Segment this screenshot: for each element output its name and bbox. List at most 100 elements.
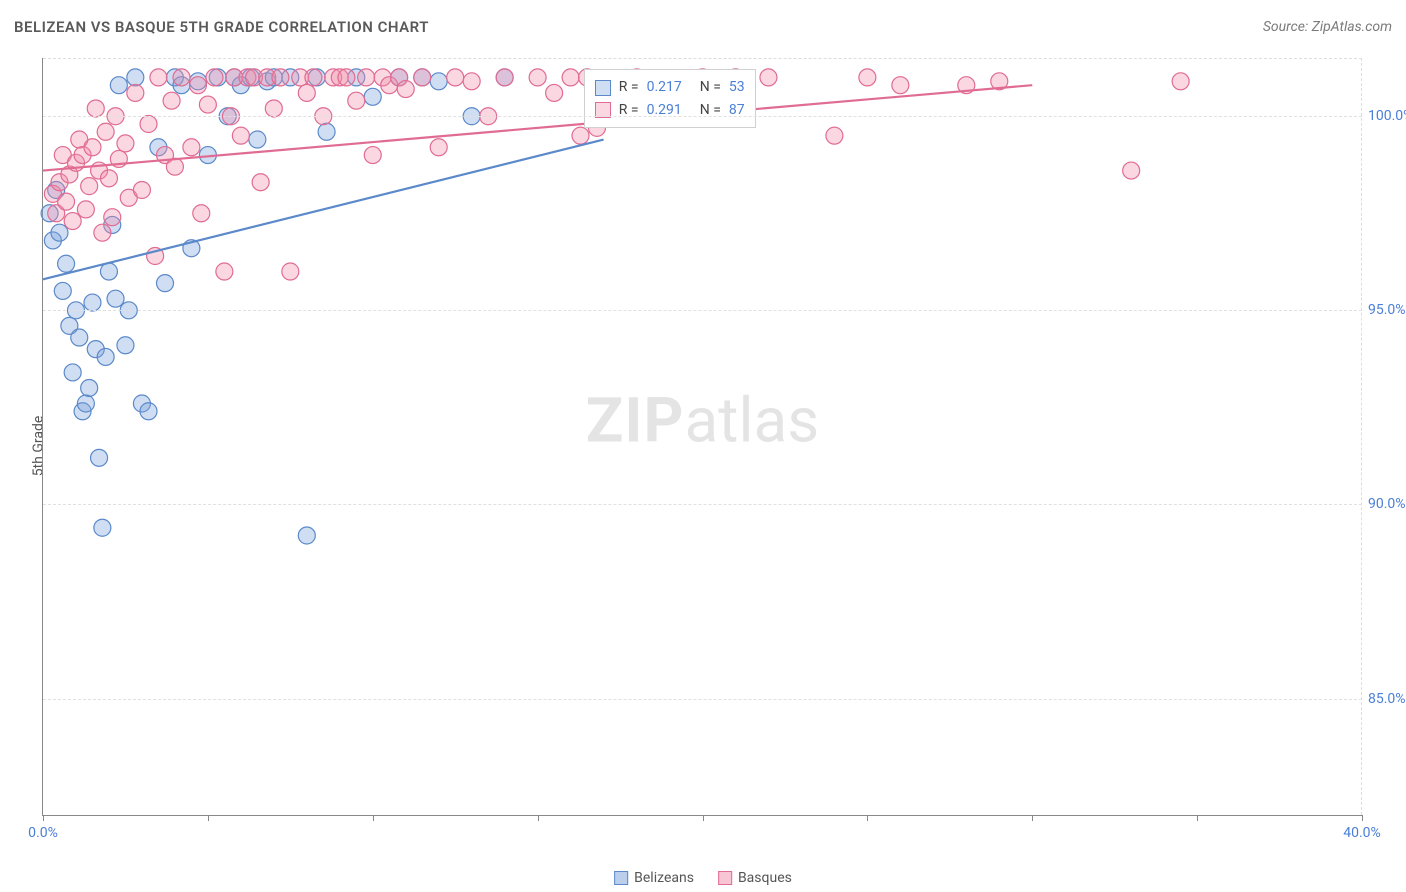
scatter-point bbox=[572, 127, 589, 144]
scatter-point bbox=[110, 77, 127, 94]
legend-item: Basques bbox=[718, 870, 792, 886]
scatter-point bbox=[232, 127, 249, 144]
xtick-label: 40.0% bbox=[1343, 825, 1381, 841]
legend-n-label: N = bbox=[700, 99, 721, 121]
scatter-point bbox=[305, 69, 322, 86]
scatter-point bbox=[127, 69, 144, 86]
grid-line-y bbox=[43, 699, 1362, 700]
xtick-mark bbox=[43, 815, 44, 821]
scatter-point bbox=[51, 224, 68, 241]
scatter-point bbox=[1172, 73, 1189, 90]
scatter-point bbox=[447, 69, 464, 86]
scatter-point bbox=[358, 69, 375, 86]
ytick-label: 95.0% bbox=[1368, 302, 1406, 318]
chart-svg bbox=[43, 58, 1362, 815]
legend-label: Basques bbox=[738, 870, 792, 886]
scatter-point bbox=[100, 263, 117, 280]
xtick-mark bbox=[867, 815, 868, 821]
plot-area: ZIPatlas R =0.217N =53R =0.291N =87 85.0… bbox=[42, 58, 1362, 816]
scatter-point bbox=[193, 205, 210, 222]
scatter-point bbox=[81, 178, 98, 195]
scatter-point bbox=[430, 139, 447, 156]
legend-r-value: 0.217 bbox=[647, 76, 682, 98]
chart-source: Source: ZipAtlas.com bbox=[1263, 19, 1392, 35]
scatter-point bbox=[140, 403, 157, 420]
scatter-point bbox=[216, 263, 233, 280]
scatter-point bbox=[140, 115, 157, 132]
legend-row: R =0.217N =53 bbox=[595, 76, 745, 98]
scatter-point bbox=[414, 69, 431, 86]
xtick-mark bbox=[1032, 815, 1033, 821]
scatter-point bbox=[97, 348, 114, 365]
scatter-point bbox=[562, 69, 579, 86]
legend-r-label: R = bbox=[619, 99, 639, 121]
scatter-point bbox=[430, 73, 447, 90]
scatter-point bbox=[107, 290, 124, 307]
grid-line-y bbox=[43, 504, 1362, 505]
scatter-point bbox=[249, 131, 266, 148]
scatter-point bbox=[199, 96, 216, 113]
scatter-point bbox=[104, 209, 121, 226]
scatter-point bbox=[94, 224, 111, 241]
scatter-point bbox=[133, 181, 150, 198]
scatter-point bbox=[298, 527, 315, 544]
legend-swatch bbox=[614, 871, 628, 885]
legend-item: Belizeans bbox=[614, 870, 694, 886]
scatter-point bbox=[77, 395, 94, 412]
scatter-point bbox=[760, 69, 777, 86]
scatter-point bbox=[94, 519, 111, 536]
scatter-point bbox=[364, 147, 381, 164]
scatter-point bbox=[84, 139, 101, 156]
scatter-point bbox=[81, 379, 98, 396]
scatter-point bbox=[859, 69, 876, 86]
legend-r-value: 0.291 bbox=[647, 99, 682, 121]
legend-label: Belizeans bbox=[634, 870, 694, 886]
scatter-point bbox=[529, 69, 546, 86]
scatter-point bbox=[58, 255, 75, 272]
xtick-label: 0.0% bbox=[28, 825, 58, 841]
scatter-point bbox=[150, 69, 167, 86]
scatter-point bbox=[1123, 162, 1140, 179]
legend-swatch bbox=[718, 871, 732, 885]
xtick-mark bbox=[208, 815, 209, 821]
scatter-point bbox=[298, 84, 315, 101]
trend-line bbox=[43, 85, 1032, 170]
xtick-mark bbox=[538, 815, 539, 821]
scatter-point bbox=[84, 294, 101, 311]
scatter-point bbox=[173, 69, 190, 86]
scatter-point bbox=[397, 81, 414, 98]
xtick-mark bbox=[1362, 815, 1363, 821]
chart-title: BELIZEAN VS BASQUE 5TH GRADE CORRELATION… bbox=[14, 18, 429, 36]
scatter-point bbox=[100, 170, 117, 187]
grid-line-y bbox=[43, 116, 1362, 117]
scatter-point bbox=[189, 77, 206, 94]
scatter-point bbox=[282, 263, 299, 280]
scatter-point bbox=[117, 337, 134, 354]
grid-line-y bbox=[43, 310, 1362, 311]
legend-n-value: 53 bbox=[729, 76, 745, 98]
ytick-label: 100.0% bbox=[1368, 108, 1406, 124]
scatter-point bbox=[546, 84, 563, 101]
scatter-point bbox=[463, 73, 480, 90]
legend-row: R = 0.291 N = 87 bbox=[595, 99, 745, 121]
scatter-point bbox=[183, 139, 200, 156]
scatter-point bbox=[77, 201, 94, 218]
scatter-point bbox=[892, 77, 909, 94]
scatter-point bbox=[97, 123, 114, 140]
scatter-point bbox=[58, 193, 75, 210]
scatter-point bbox=[272, 69, 289, 86]
scatter-point bbox=[91, 449, 108, 466]
scatter-point bbox=[338, 69, 355, 86]
scatter-point bbox=[364, 88, 381, 105]
scatter-point bbox=[87, 100, 104, 117]
scatter-point bbox=[157, 275, 174, 292]
scatter-point bbox=[496, 69, 513, 86]
xtick-mark bbox=[1197, 815, 1198, 821]
scatter-point bbox=[64, 364, 81, 381]
legend-bottom: Belizeans Basques bbox=[614, 870, 792, 886]
legend-n-value: 87 bbox=[729, 99, 745, 121]
correlation-legend: R =0.217N =53R = 0.291 N = 87 bbox=[584, 69, 756, 128]
ytick-label: 90.0% bbox=[1368, 496, 1406, 512]
scatter-point bbox=[117, 135, 134, 152]
scatter-point bbox=[826, 127, 843, 144]
